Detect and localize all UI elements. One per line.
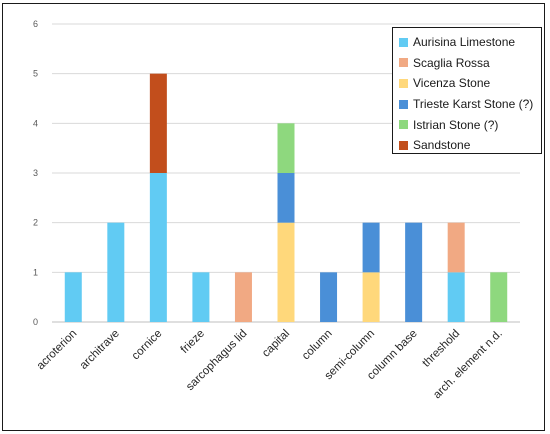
legend-item: Scaglia Rossa [399, 53, 541, 74]
x-tick-label: column [300, 328, 335, 363]
bar-segment [64, 272, 82, 322]
legend-item: Trieste Karst Stone (?) [399, 94, 541, 115]
y-axis-ticks: 0 1 2 3 4 5 6 [33, 19, 38, 327]
bar-segment [107, 222, 125, 322]
y-tick-label: 6 [33, 19, 38, 29]
legend-item: Vicenza Stone [399, 73, 541, 94]
legend-label: Aurisina Limestone [413, 35, 516, 50]
bar-segment [405, 222, 423, 322]
x-tick-label: cornice [130, 328, 165, 363]
bar-segment [277, 222, 295, 322]
legend-swatch [399, 120, 408, 130]
y-tick-label: 4 [33, 118, 38, 128]
y-tick-label: 2 [33, 218, 38, 228]
legend-swatch [399, 99, 408, 109]
bar-segment [149, 173, 167, 322]
y-tick-label: 1 [33, 267, 38, 277]
x-tick-label: architrave [78, 328, 122, 372]
bar-segment [234, 272, 252, 322]
x-tick-label: capital [260, 328, 292, 360]
x-tick-label: acroterion [35, 328, 80, 373]
legend-swatch [399, 58, 408, 68]
legend: Aurisina Limestone Scaglia Rossa Vicenza S… [392, 27, 542, 154]
bar-segment [362, 222, 380, 273]
y-tick-label: 5 [33, 69, 38, 79]
legend-item: Sandstone [399, 135, 541, 156]
legend-swatch [399, 37, 408, 47]
y-tick-label: 0 [33, 317, 38, 327]
bar-segment [490, 272, 508, 322]
legend-item: Aurisina Limestone [399, 32, 541, 53]
bar-segment [362, 272, 380, 322]
legend-label: Trieste Karst Stone (?) [413, 97, 534, 112]
legend-label: Scaglia Rossa [413, 55, 490, 70]
bars [64, 73, 508, 322]
legend-label: Sandstone [413, 138, 471, 153]
bar-segment [320, 272, 338, 322]
legend-swatch [399, 78, 408, 88]
y-tick-label: 3 [33, 168, 38, 178]
legend-label: Vicenza Stone [413, 76, 491, 91]
bar-segment [447, 272, 465, 322]
bar-segment [447, 222, 465, 273]
x-tick-label: threshold [420, 328, 462, 370]
x-tick-label: frieze [179, 328, 207, 356]
legend-swatch [399, 140, 408, 150]
legend-item: Istrian Stone (?) [399, 114, 541, 135]
bar-segment [192, 272, 210, 322]
bar-segment [277, 123, 295, 173]
bar-segment [149, 73, 167, 173]
legend-label: Istrian Stone (?) [413, 117, 499, 132]
bar-segment [277, 173, 295, 223]
